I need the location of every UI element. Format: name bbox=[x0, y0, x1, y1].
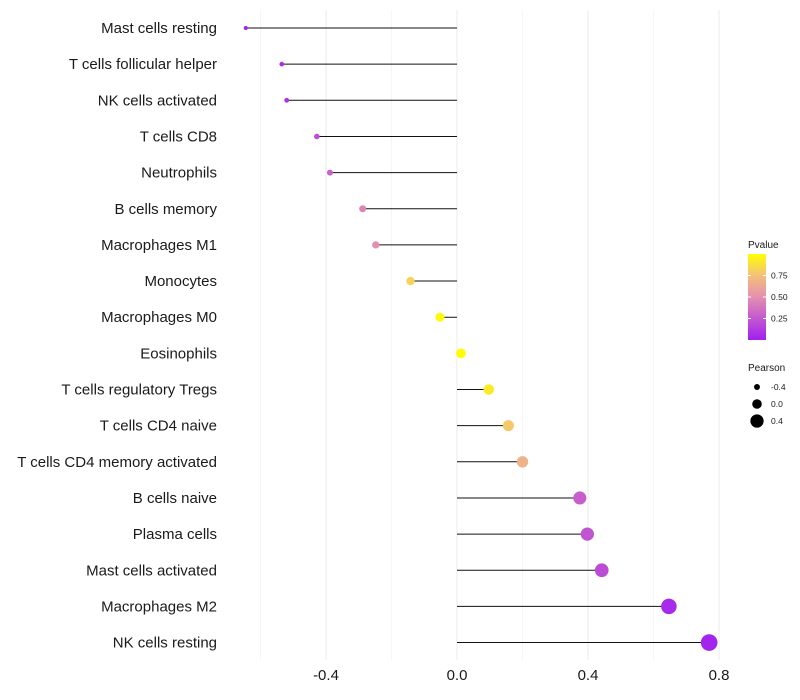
legend-pearson: Pearson -0.4 0.0 0.4 bbox=[748, 363, 786, 428]
category-labels: Mast cells resting T cells follicular hel… bbox=[17, 20, 217, 652]
size-legend-label: -0.4 bbox=[771, 382, 786, 392]
lollipop-dot bbox=[594, 563, 609, 578]
size-legend-dot bbox=[752, 399, 762, 409]
category-label: T cells regulatory Tregs bbox=[61, 382, 217, 399]
lollipop-dot bbox=[502, 420, 514, 432]
legend-pvalue: Pvalue 0.25 0.50 0.75 bbox=[748, 240, 788, 340]
x-tick-label: -0.4 bbox=[313, 667, 339, 684]
lollipop-dot bbox=[243, 26, 248, 30]
grid-lines bbox=[260, 10, 720, 660]
lollipop-dot bbox=[326, 169, 333, 176]
colorbar-tick-label: 0.75 bbox=[771, 271, 788, 281]
x-axis-tick-labels: -0.4 0.0 0.4 0.8 bbox=[313, 667, 729, 684]
colorbar-tick-label: 0.50 bbox=[771, 292, 788, 302]
size-legend-label: 0.4 bbox=[771, 416, 783, 426]
category-label: T cells CD4 naive bbox=[100, 418, 217, 435]
category-label: T cells CD4 memory activated bbox=[17, 454, 217, 471]
size-legend-dot bbox=[750, 414, 764, 428]
category-label: B cells naive bbox=[133, 490, 217, 507]
category-label: Plasma cells bbox=[133, 526, 217, 543]
lollipop-dot bbox=[284, 97, 290, 103]
lollipop-dot bbox=[661, 598, 677, 615]
legend-pearson-title: Pearson bbox=[748, 363, 785, 374]
lollipop-dot bbox=[516, 456, 529, 468]
category-label: NK cells resting bbox=[113, 635, 217, 652]
x-tick-label: 0.8 bbox=[709, 667, 730, 684]
legend-pvalue-title: Pvalue bbox=[748, 240, 779, 251]
colorbar-tick-label: 0.25 bbox=[771, 314, 788, 324]
legend-pvalue-colorbar bbox=[748, 254, 766, 340]
lollipop-dot bbox=[456, 348, 466, 359]
lollipop-dot bbox=[279, 61, 285, 67]
category-label: Macrophages M0 bbox=[101, 309, 217, 326]
lollipop-dot bbox=[359, 205, 367, 213]
lollipop-dot bbox=[313, 133, 320, 140]
lollipop-dot bbox=[700, 634, 718, 651]
category-label: Macrophages M2 bbox=[101, 598, 217, 615]
category-label: Mast cells resting bbox=[101, 20, 217, 37]
lollipop-dot bbox=[580, 527, 594, 541]
category-label: Mast cells activated bbox=[86, 562, 217, 579]
category-label: T cells follicular helper bbox=[69, 56, 217, 73]
lollipop-dots bbox=[243, 26, 718, 651]
lollipop-dot bbox=[573, 491, 587, 505]
size-legend-dot bbox=[754, 384, 760, 390]
lollipop-dot bbox=[435, 312, 445, 322]
category-label: Neutrophils bbox=[141, 165, 217, 182]
lollipop-dot bbox=[372, 241, 380, 249]
category-label: Monocytes bbox=[144, 273, 217, 290]
category-label: B cells memory bbox=[114, 201, 217, 218]
lollipop-stems bbox=[245, 27, 710, 644]
size-legend-label: 0.0 bbox=[771, 399, 783, 409]
category-label: T cells CD8 bbox=[140, 128, 217, 145]
lollipop-dot bbox=[483, 384, 495, 395]
x-tick-label: 0.4 bbox=[578, 667, 599, 684]
x-tick-label: 0.0 bbox=[447, 667, 468, 684]
category-label: Eosinophils bbox=[140, 345, 217, 362]
category-label: NK cells activated bbox=[98, 92, 217, 109]
category-label: Macrophages M1 bbox=[101, 237, 217, 254]
lollipop-dot bbox=[406, 276, 415, 286]
